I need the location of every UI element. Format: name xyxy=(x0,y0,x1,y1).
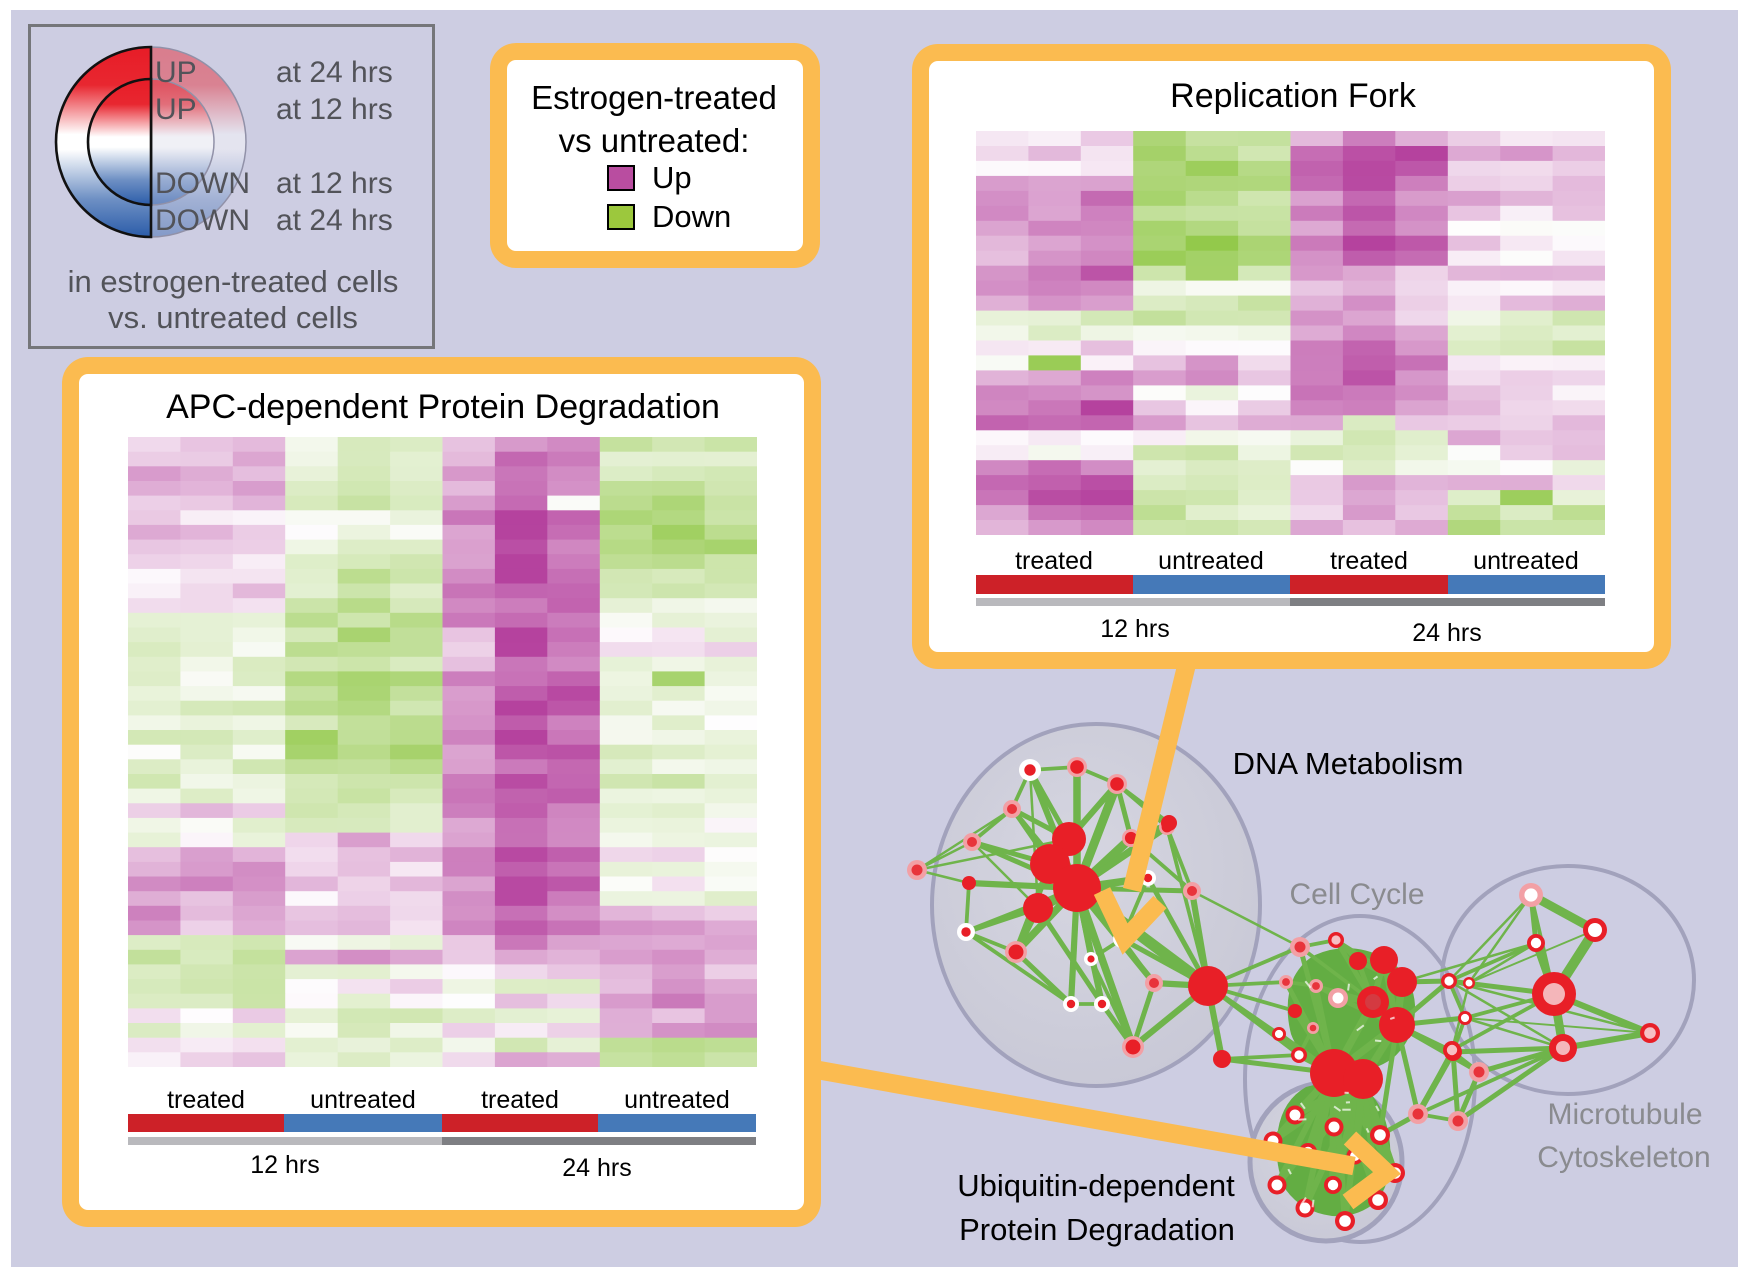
svg-text:treated: treated xyxy=(167,1086,245,1114)
svg-text:Cytoskeleton: Cytoskeleton xyxy=(1537,1141,1710,1174)
svg-text:untreated: untreated xyxy=(310,1086,416,1114)
svg-text:at 24 hrs: at 24 hrs xyxy=(276,204,393,237)
svg-text:DOWN: DOWN xyxy=(155,204,250,237)
svg-text:DNA Metabolism: DNA Metabolism xyxy=(1233,746,1464,781)
svg-text:treated: treated xyxy=(1330,547,1408,575)
svg-text:at 12 hrs: at 12 hrs xyxy=(276,93,393,126)
svg-text:UP: UP xyxy=(155,56,197,89)
svg-text:vs. untreated cells: vs. untreated cells xyxy=(108,300,358,335)
svg-text:12 hrs: 12 hrs xyxy=(250,1151,319,1179)
svg-text:Ubiquitin-dependent: Ubiquitin-dependent xyxy=(957,1168,1235,1203)
svg-text:APC-dependent Protein Degradat: APC-dependent Protein Degradation xyxy=(166,388,720,426)
svg-text:at 12 hrs: at 12 hrs xyxy=(276,167,393,200)
svg-text:untreated: untreated xyxy=(1158,547,1264,575)
svg-text:in estrogen-treated cells: in estrogen-treated cells xyxy=(68,264,399,299)
svg-text:24 hrs: 24 hrs xyxy=(562,1154,631,1182)
svg-text:treated: treated xyxy=(481,1086,559,1114)
svg-text:UP: UP xyxy=(155,93,197,126)
svg-text:treated: treated xyxy=(1015,547,1093,575)
svg-text:24 hrs: 24 hrs xyxy=(1412,619,1481,647)
svg-text:Cell Cycle: Cell Cycle xyxy=(1289,878,1424,911)
svg-text:vs untreated:: vs untreated: xyxy=(559,122,750,159)
svg-text:Replication Fork: Replication Fork xyxy=(1170,77,1417,115)
svg-text:DOWN: DOWN xyxy=(155,167,250,200)
svg-text:at 24 hrs: at 24 hrs xyxy=(276,56,393,89)
svg-text:Estrogen-treated: Estrogen-treated xyxy=(531,79,777,116)
svg-text:untreated: untreated xyxy=(624,1086,730,1114)
svg-text:Protein Degradation: Protein Degradation xyxy=(959,1212,1235,1247)
svg-text:Down: Down xyxy=(652,199,731,234)
svg-text:untreated: untreated xyxy=(1473,547,1579,575)
svg-text:Up: Up xyxy=(652,160,692,195)
svg-text:12 hrs: 12 hrs xyxy=(1100,615,1169,643)
svg-text:Microtubule: Microtubule xyxy=(1547,1098,1702,1131)
